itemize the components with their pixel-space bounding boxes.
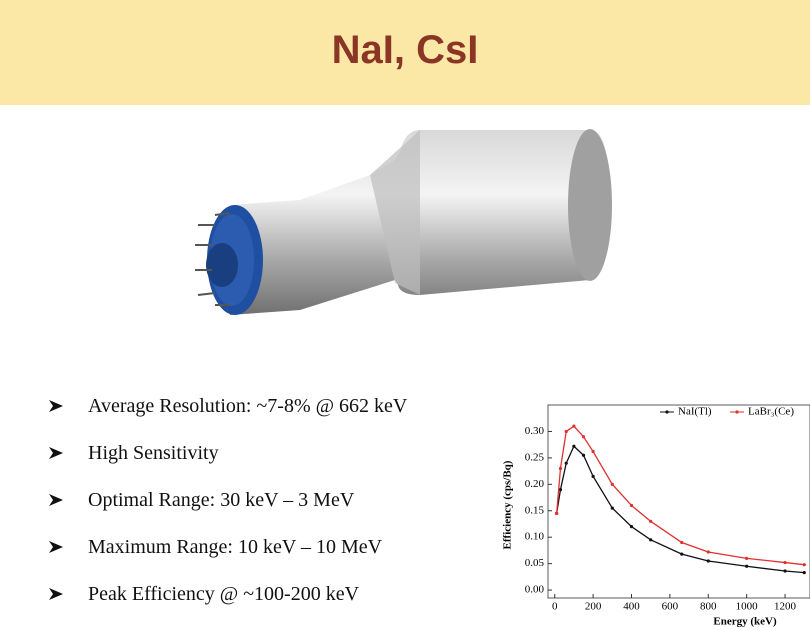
data-point <box>591 449 595 454</box>
bullet-arrow <box>49 541 63 553</box>
series-line <box>555 425 805 566</box>
bullet: Peak Efficiency @ ~100-200 keV <box>48 583 359 608</box>
bullet-arrow <box>49 494 63 506</box>
data-point <box>649 538 653 542</box>
y-tick-label: 0.15 <box>525 504 545 516</box>
bullet-text: High Sensitivity <box>88 442 219 464</box>
y-tick-label: 0.10 <box>525 531 545 543</box>
data-point <box>610 506 614 510</box>
data-point <box>802 571 806 575</box>
data-point <box>564 429 568 434</box>
chart: Energy (keV) Efficiency (cps/Bq) 0.00 0.0… <box>502 404 810 628</box>
data-point <box>558 488 563 492</box>
data-point <box>802 563 806 567</box>
data-point <box>783 569 787 573</box>
bullet: Maximum Range: 10 keV – 10 MeV <box>48 536 382 561</box>
data-point <box>591 474 595 478</box>
legend-marker <box>665 410 669 414</box>
slide-title: NaI, CsI <box>331 28 479 72</box>
data-point <box>745 556 749 560</box>
bullet-text: Average Resolution: ~7-8% @ 662 keV <box>88 395 408 417</box>
y-tick-label: 0.00 <box>525 584 545 596</box>
bullet-arrow <box>49 400 63 412</box>
bullet: High Sensitivity <box>48 442 219 467</box>
data-point <box>555 511 559 515</box>
data-point <box>706 559 710 563</box>
y-tick-label: 0.25 <box>525 451 545 463</box>
x-tick-label: 1000 <box>736 601 759 613</box>
legend-marker <box>735 410 739 414</box>
bullet-text: Peak Efficiency @ ~100-200 keV <box>88 583 360 605</box>
data-point <box>558 466 563 471</box>
x-tick-label: 200 <box>585 601 602 613</box>
plot-frame <box>547 404 810 599</box>
bullet-text: Maximum Range: 10 keV – 10 MeV <box>88 536 383 558</box>
x-tick-label: 400 <box>623 601 640 613</box>
data-point <box>680 552 684 556</box>
y-tick-label: 0.20 <box>525 478 545 490</box>
data-point <box>581 453 586 457</box>
data-point <box>610 482 614 486</box>
legend-label: NaI(Tl) <box>678 406 712 418</box>
detector-photo <box>195 129 612 315</box>
bullet: Optimal Range: 30 keV – 3 MeV <box>48 489 354 514</box>
data-point <box>629 503 634 508</box>
data-point <box>629 525 634 529</box>
bullet: Average Resolution: ~7-8% @ 662 keV <box>48 395 407 420</box>
legend-label: LaBr₃(Ce) <box>748 406 794 418</box>
bullet-text: Optimal Range: 30 keV – 3 MeV <box>88 489 355 511</box>
data-point <box>706 550 710 554</box>
data-point <box>581 435 586 439</box>
x-axis-title: Energy (keV) <box>713 616 777 628</box>
data-point <box>572 424 576 428</box>
data-point <box>783 560 787 565</box>
x-tick-label: 0 <box>552 601 558 613</box>
bullet-arrow <box>49 447 63 459</box>
data-point <box>572 444 576 448</box>
data-point <box>649 519 653 523</box>
data-point <box>680 540 684 545</box>
data-point <box>564 461 568 465</box>
y-axis-title: Efficiency (cps/Bq) <box>502 460 514 549</box>
y-tick-label: 0.05 <box>525 557 545 569</box>
y-tick-label: 0.30 <box>525 425 545 437</box>
data-point <box>745 564 749 568</box>
bullet-arrow <box>49 588 63 600</box>
series-line <box>555 445 805 574</box>
x-tick-label: 600 <box>662 601 679 613</box>
x-tick-label: 1200 <box>774 601 797 613</box>
header <box>0 0 810 105</box>
x-tick-label: 800 <box>700 601 717 613</box>
